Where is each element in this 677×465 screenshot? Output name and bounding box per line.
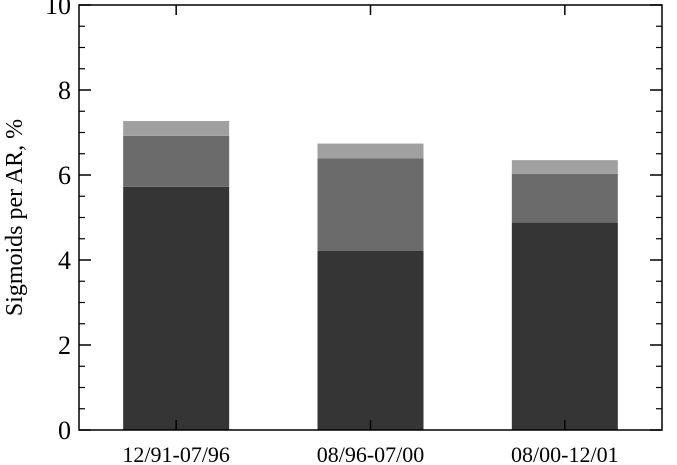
bar-segment-3 (317, 143, 424, 159)
y-tick-label: 4 (58, 246, 71, 275)
bar-segment-1 (511, 222, 618, 430)
y-tick-label: 10 (45, 0, 71, 20)
bar-segment-2 (511, 173, 618, 223)
bar-segment-2 (123, 135, 230, 187)
y-tick-label: 8 (58, 76, 71, 105)
y-tick-label: 0 (58, 416, 71, 445)
x-tick-label: 12/91-07/96 (122, 442, 230, 465)
x-tick-label: 08/00-12/01 (511, 442, 619, 465)
y-axis: 0 2 4 6 8 10 (45, 0, 662, 445)
bars-layer (123, 121, 618, 430)
x-axis: 12/91-07/96 08/96-07/00 08/00-12/01 (122, 5, 619, 465)
bar-segment-3 (123, 121, 230, 136)
bar-segment-1 (317, 250, 424, 430)
bar-segment-3 (511, 160, 618, 174)
x-tick-label: 08/96-07/00 (317, 442, 425, 465)
y-axis-title: Sigmoids per AR, % (2, 119, 28, 316)
plot-frame (78, 4, 663, 431)
y-tick-label: 6 (58, 161, 71, 190)
bar-segment-2 (317, 158, 424, 251)
bar-segment-1 (123, 186, 230, 430)
y-tick-label: 2 (58, 331, 71, 360)
